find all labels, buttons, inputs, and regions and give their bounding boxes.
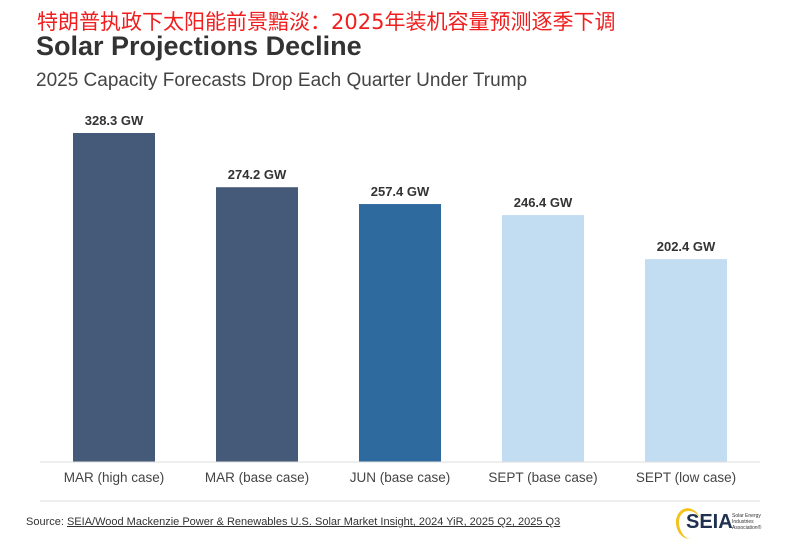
bar: [359, 204, 441, 462]
data-label: 274.2 GW: [228, 167, 287, 182]
source-link[interactable]: SEIA/Wood Mackenzie Power & Renewables U…: [66, 516, 561, 528]
data-label: 246.4 GW: [514, 195, 573, 210]
data-label: 202.4 GW: [657, 239, 716, 254]
source-note: Source: SEIA/Wood Mackenzie Power & Rene…: [26, 516, 560, 528]
bar: [73, 133, 155, 462]
chart-subtitle: 2025 Capacity Forecasts Drop Each Quarte…: [36, 70, 528, 91]
seia-logo: SEIA Solar Energy Industries Association®: [673, 506, 766, 541]
bar: [502, 215, 584, 462]
bar: [216, 187, 298, 463]
chart-title: Solar Projections Decline: [36, 31, 362, 61]
category-label: MAR (high case): [64, 470, 165, 485]
category-label: JUN (base case): [350, 470, 451, 485]
source-prefix: Source:: [26, 516, 67, 528]
category-label: SEPT (base case): [488, 470, 597, 485]
bar: [645, 259, 727, 462]
data-label: 257.4 GW: [371, 184, 430, 199]
category-label: SEPT (low case): [636, 470, 736, 485]
data-label: 328.3 GW: [85, 113, 144, 128]
chinese-title: 特朗普执政下太阳能前景黯淡：2025年装机容量预测逐季下调: [37, 10, 616, 34]
category-label: MAR (base case): [205, 470, 309, 485]
